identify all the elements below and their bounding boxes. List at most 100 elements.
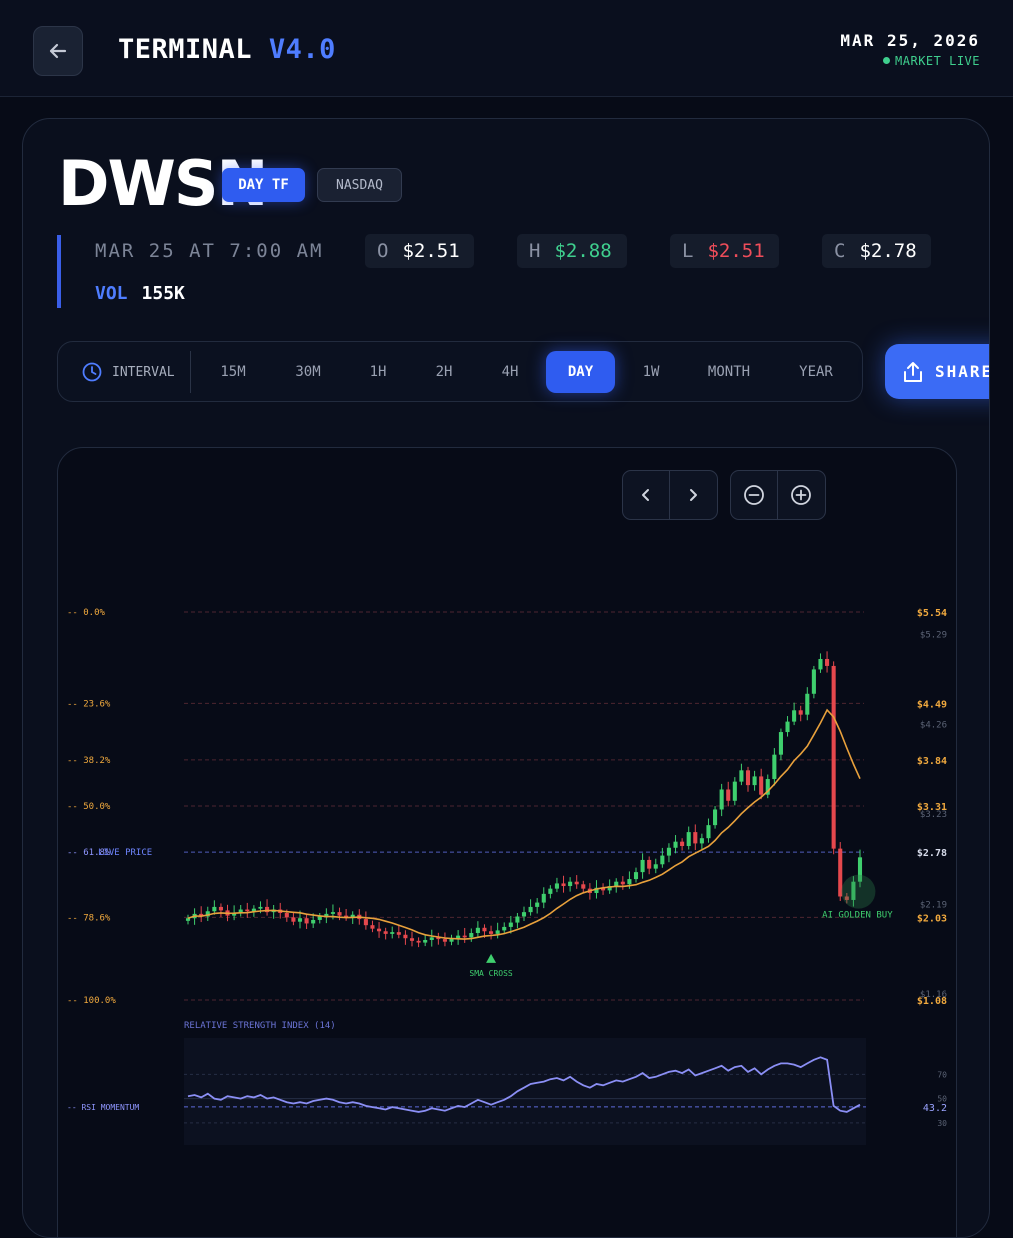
candle [561, 883, 566, 887]
candle [377, 928, 382, 932]
candle [251, 908, 256, 912]
rsi-tick-label: 70 [937, 1070, 947, 1079]
candle [732, 781, 737, 801]
candle [390, 932, 395, 934]
zoom-out-icon [744, 485, 764, 505]
golden-buy-label: AI GOLDEN BUY [822, 911, 893, 921]
candle [508, 922, 513, 927]
candle [699, 838, 704, 844]
interval-label: INTERVAL [82, 362, 175, 382]
pan-divider [669, 471, 670, 519]
candle [205, 911, 210, 917]
candle [304, 918, 309, 924]
volume-label: VOL [95, 283, 128, 304]
candle [548, 888, 553, 894]
candle [337, 912, 342, 916]
interval-month[interactable]: MONTH [707, 364, 751, 380]
candle [673, 841, 678, 848]
chart-panel: -- 0.0% $5.54 -- 23.6% $4.49 -- 38.2% $3.84 --… [57, 447, 957, 1237]
candle [851, 881, 856, 900]
candle [574, 881, 579, 885]
candle [311, 919, 316, 924]
fib-price-label: $5.54 [917, 608, 947, 619]
sma-cross-label: SMA CROSS [469, 969, 513, 978]
zoom-in-button[interactable] [778, 471, 824, 519]
candle [423, 939, 428, 943]
candle [462, 935, 467, 938]
candle [719, 789, 724, 810]
ohlc-close-label: C [834, 240, 846, 262]
candle [528, 906, 533, 913]
candle [403, 934, 408, 939]
candle [344, 915, 349, 918]
timeframe-badge[interactable]: DAY TF [222, 168, 305, 202]
candle [857, 857, 863, 882]
candle [568, 881, 573, 887]
candle [811, 669, 816, 694]
candle [370, 925, 375, 929]
zoom-out-button[interactable] [731, 471, 777, 519]
candle [324, 913, 329, 917]
interval-1w[interactable]: 1W [642, 364, 660, 380]
interval-label-text: INTERVAL [112, 364, 175, 380]
interval-year[interactable]: YEAR [799, 364, 833, 380]
candle [660, 855, 665, 865]
candle [805, 693, 810, 715]
candle [297, 918, 303, 922]
candle [541, 893, 546, 903]
interval-day[interactable]: DAY [546, 351, 615, 393]
candle [330, 912, 335, 914]
sma-cross-marker-icon [486, 953, 497, 963]
candle [258, 906, 263, 909]
interval-30m[interactable]: 30M [295, 364, 321, 380]
candle [759, 776, 764, 795]
axis-tick-label: $4.26 [920, 720, 947, 730]
candle [317, 916, 322, 920]
candle [429, 937, 434, 940]
candle [620, 881, 625, 885]
ohlc-low-label: L [682, 240, 694, 262]
candle [706, 825, 711, 839]
interval-2h[interactable]: 2H [435, 364, 453, 380]
pan-controls [622, 470, 718, 520]
candle [666, 847, 671, 856]
interval-15m[interactable]: 15M [220, 364, 246, 380]
app-title-version: V4.0 [268, 34, 336, 65]
interval-1h[interactable]: 1H [369, 364, 387, 380]
candle [844, 896, 849, 900]
back-button[interactable] [33, 26, 83, 76]
candle [614, 881, 619, 887]
fib-label: -- 0.0% [67, 608, 106, 618]
fib-label: -- 23.6% [67, 699, 111, 709]
candle [489, 931, 494, 934]
share-button[interactable]: SHARE [885, 344, 989, 399]
fib-price-label: $3.84 [917, 756, 947, 767]
live-price-label: LIVE PRICE [98, 848, 152, 858]
axis-tick-label: $5.29 [920, 631, 947, 641]
candle [350, 914, 355, 918]
market-status-text: MARKET LIVE [895, 54, 980, 68]
candle [199, 913, 204, 917]
zoom-controls [730, 470, 826, 520]
candle [745, 770, 751, 786]
rsi-tick-label: 30 [937, 1119, 947, 1128]
share-icon [904, 361, 922, 382]
candle [633, 872, 639, 880]
interval-4h[interactable]: 4H [501, 364, 519, 380]
candle [607, 886, 612, 891]
candle [245, 909, 250, 912]
pan-left-button[interactable] [623, 471, 669, 519]
candle [831, 665, 836, 849]
candle [627, 879, 632, 885]
candle [601, 887, 606, 891]
pan-right-button[interactable] [670, 471, 716, 519]
fib-label: -- 61.8% [67, 848, 111, 858]
rsi-line [187, 1056, 861, 1113]
candle [409, 938, 415, 941]
fib-label: -- 50.0% [67, 802, 111, 812]
rsi-tick-label: 50 [937, 1095, 947, 1104]
candle [647, 859, 652, 869]
top-bar: TERMINAL V4.0 MAR 25, 2026 MARKET LIVE [0, 0, 1013, 97]
candle [535, 902, 540, 907]
candle [383, 931, 388, 934]
